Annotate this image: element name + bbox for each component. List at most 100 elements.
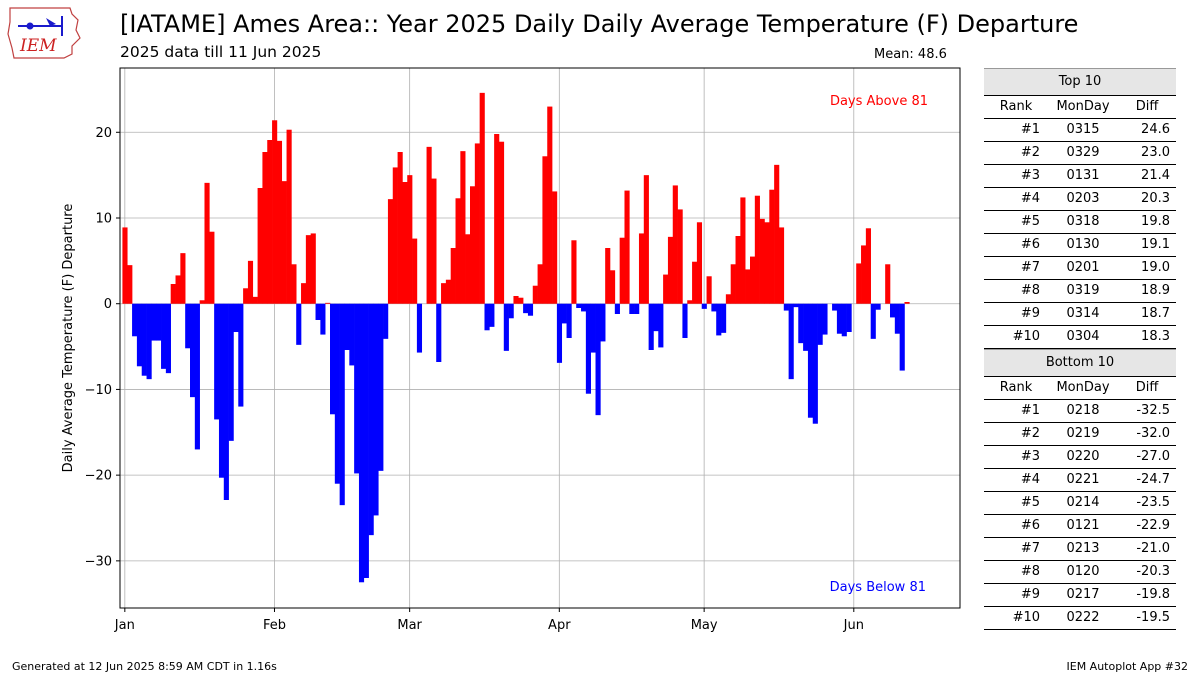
- bar-above: [286, 129, 292, 304]
- bar-above: [431, 178, 437, 304]
- axis-ticks: −30 −20 −10 0 10 20 Jan Feb Mar Apr May Jun: [85, 126, 864, 633]
- bar-above: [460, 151, 466, 304]
- monday-cell: 0220: [1066, 449, 1100, 464]
- diff-cell: -21.0: [1136, 541, 1170, 556]
- table-row: #10 0222 -19.5: [984, 607, 1176, 630]
- bar-above: [764, 222, 770, 304]
- rank-cell: #6: [1020, 518, 1040, 533]
- column-monday: MonDay: [1056, 99, 1110, 114]
- bar-above: [754, 195, 760, 304]
- bottom10-header: Bottom 10: [984, 349, 1176, 377]
- top10-table: Top 10 Rank MonDay Diff #1 0315 24.6 #2 0329…: [984, 68, 1176, 349]
- bar-below: [223, 303, 229, 500]
- top10-header: Top 10: [984, 68, 1176, 96]
- rank-cell: #4: [1020, 191, 1040, 206]
- x-tick-label: Feb: [263, 618, 286, 633]
- bar-below: [836, 303, 843, 334]
- grid-lines: [120, 68, 960, 608]
- annotation-above: Days Above 81: [830, 94, 928, 109]
- bar-below: [788, 303, 794, 380]
- monday-cell: 0131: [1066, 168, 1100, 183]
- bar-below: [614, 303, 620, 314]
- x-tick-label: Mar: [397, 618, 422, 633]
- bar-below: [793, 303, 799, 308]
- bar-above: [243, 288, 249, 304]
- bar-above: [412, 238, 418, 304]
- rank-cell: #1: [1020, 122, 1040, 137]
- bar-above: [465, 234, 471, 304]
- rank-cell: #8: [1020, 283, 1040, 298]
- bar-below: [561, 303, 567, 324]
- table-row: #7 0213 -21.0: [984, 538, 1176, 561]
- bar-below: [595, 303, 601, 416]
- bar-above: [759, 218, 765, 304]
- bar-above: [865, 228, 871, 304]
- bar-above: [479, 92, 485, 304]
- plot-frame: [119, 67, 961, 609]
- bar-below: [870, 303, 876, 339]
- diff-cell: 23.0: [1141, 145, 1170, 160]
- bar-above: [474, 143, 480, 304]
- bar-above: [745, 269, 751, 304]
- bar-above: [387, 199, 394, 304]
- annotation-below: Days Below 81: [830, 580, 926, 595]
- bar-above: [571, 240, 577, 304]
- bar-below: [349, 303, 355, 366]
- monday-cell: 0304: [1066, 329, 1100, 344]
- bar-above: [696, 222, 703, 304]
- table-row: #2 0219 -32.0: [984, 423, 1176, 446]
- bar-below: [141, 303, 147, 376]
- diff-cell: 19.8: [1141, 214, 1170, 229]
- bar-above: [310, 233, 316, 304]
- bar-below: [648, 303, 654, 350]
- monday-cell: 0121: [1066, 518, 1100, 533]
- bar-above: [677, 209, 683, 304]
- bar-below: [190, 303, 196, 398]
- diff-cell: 18.3: [1141, 329, 1170, 344]
- bar-below: [156, 303, 162, 341]
- table-row: #8 0319 18.9: [984, 280, 1176, 303]
- bar-below: [436, 303, 442, 362]
- bar-below: [556, 303, 563, 363]
- bar-below: [899, 303, 905, 371]
- bar-below: [682, 303, 688, 338]
- monday-cell: 0214: [1066, 495, 1100, 510]
- diff-cell: 19.1: [1141, 237, 1170, 252]
- diff-cell: -32.0: [1136, 426, 1170, 441]
- bar-above: [272, 120, 278, 304]
- monday-cell: 0318: [1066, 214, 1100, 229]
- monday-cell: 0217: [1066, 587, 1100, 602]
- bar-below: [165, 303, 171, 374]
- bar-below: [527, 303, 534, 316]
- bar-below: [600, 303, 606, 342]
- bar-above: [257, 188, 263, 304]
- bar-below: [807, 303, 814, 418]
- bar-above: [426, 146, 432, 304]
- bar-above: [455, 198, 461, 304]
- bar-below: [146, 303, 152, 380]
- x-tick-label: Apr: [548, 618, 571, 633]
- y-tick-label: 10: [95, 212, 112, 227]
- table-row: #9 0217 -19.8: [984, 584, 1176, 607]
- bar-above: [904, 302, 910, 304]
- bar-above: [730, 264, 736, 304]
- bars: [122, 92, 910, 583]
- bar-above: [610, 270, 616, 304]
- rank-cell: #2: [1020, 426, 1040, 441]
- chart-subtitle: 2025 data till 11 Jun 2025: [120, 43, 322, 61]
- bar-below: [566, 303, 572, 338]
- bar-above: [441, 283, 447, 304]
- bar-above: [605, 248, 611, 304]
- table-row: #4 0221 -24.7: [984, 469, 1176, 492]
- bar-below: [721, 303, 727, 333]
- column-diff: Diff: [1135, 380, 1159, 395]
- table-row: #4 0203 20.3: [984, 188, 1176, 211]
- bar-below: [373, 303, 379, 516]
- diff-cell: -24.7: [1136, 472, 1170, 487]
- bar-above: [262, 152, 268, 304]
- bar-above: [672, 185, 678, 304]
- bar-below: [233, 303, 239, 332]
- bar-above: [498, 141, 505, 304]
- bar-below: [330, 303, 336, 415]
- bar-below: [132, 303, 138, 337]
